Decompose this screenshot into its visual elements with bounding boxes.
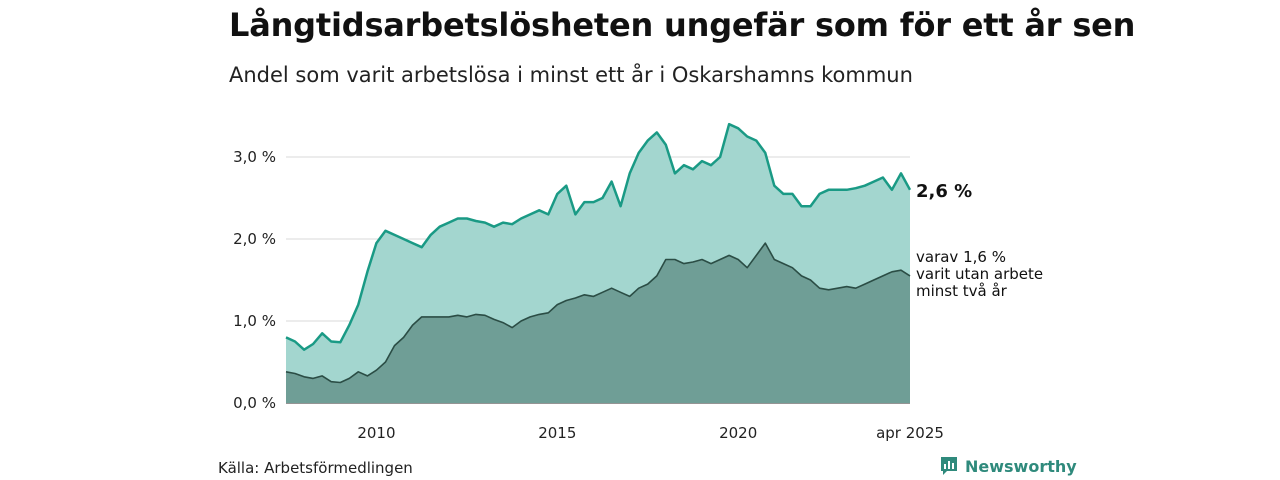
inner-series-annotation: varav 1,6 % varit utan arbete minst två … xyxy=(916,248,1048,300)
end-value-label: 2,6 % xyxy=(916,181,972,202)
annotation-line: minst två år xyxy=(916,282,1008,300)
series-line-1 xyxy=(285,122,912,351)
chart-title: Långtidsarbetslösheten ungefär som för e… xyxy=(229,6,1136,44)
annotation-line: varav 1,6 % xyxy=(916,248,1006,266)
series-areas xyxy=(286,124,910,403)
annotation-line: varit utan arbete xyxy=(916,265,1043,283)
brand-name: Newsworthy xyxy=(965,456,1077,476)
series-area-2 xyxy=(286,243,910,403)
brand-logo: Newsworthy xyxy=(939,455,1077,477)
x-tick-label: apr 2025 xyxy=(876,424,944,442)
y-axis-ticks: 0,0 % 1,0 % 2,0 % 3,0 % xyxy=(233,148,276,412)
series-lines xyxy=(285,122,912,384)
y-tick-label: 3,0 % xyxy=(233,148,276,166)
series-line-2 xyxy=(285,242,911,384)
chart-subtitle: Andel som varit arbetslösa i minst ett å… xyxy=(229,63,913,87)
y-tick-label: 0,0 % xyxy=(233,394,276,412)
y-tick-label: 1,0 % xyxy=(233,312,276,330)
x-tick-label: 2015 xyxy=(538,424,576,442)
source-note: Källa: Arbetsförmedlingen xyxy=(218,459,413,477)
x-axis-ticks: 2010 2015 2020 apr 2025 xyxy=(357,424,944,442)
bar-chart-logo-icon xyxy=(941,457,957,475)
x-tick-label: 2010 xyxy=(357,424,395,442)
y-tick-label: 2,0 % xyxy=(233,230,276,248)
x-tick-label: 2020 xyxy=(719,424,757,442)
